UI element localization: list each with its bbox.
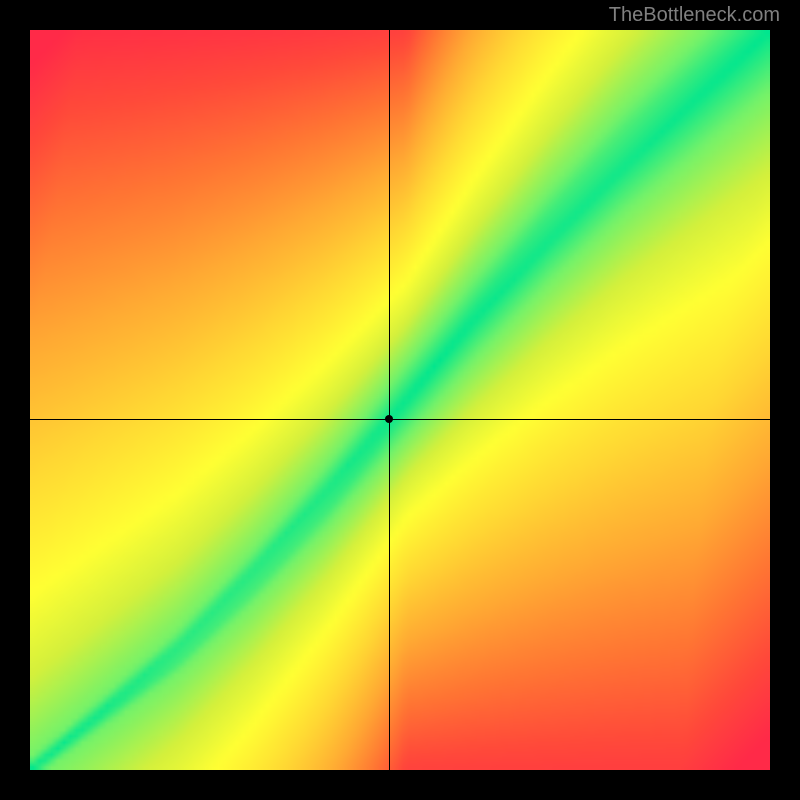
watermark-text: TheBottleneck.com [609,4,780,27]
marker-dot [385,415,393,423]
crosshair-horizontal [30,419,770,420]
bottleneck-heatmap [30,30,770,770]
crosshair-vertical [389,30,390,770]
heatmap-canvas [30,30,770,770]
